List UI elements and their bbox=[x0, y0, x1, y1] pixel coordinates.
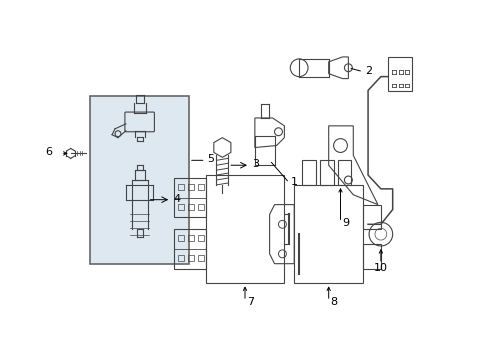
Bar bbox=[198, 204, 204, 210]
Bar bbox=[206, 175, 284, 283]
Bar bbox=[174, 178, 206, 217]
Bar bbox=[388, 57, 413, 91]
Text: 5: 5 bbox=[208, 154, 215, 164]
Bar bbox=[174, 229, 206, 269]
Bar bbox=[188, 184, 194, 190]
Bar bbox=[91, 96, 189, 264]
Bar bbox=[178, 255, 184, 261]
Bar bbox=[363, 204, 381, 229]
Text: 2: 2 bbox=[365, 66, 372, 76]
Bar bbox=[178, 204, 184, 210]
Text: 3: 3 bbox=[252, 159, 259, 169]
Text: 10: 10 bbox=[374, 262, 388, 273]
Bar bbox=[188, 255, 194, 261]
Text: 4: 4 bbox=[173, 194, 180, 204]
Bar bbox=[294, 185, 363, 283]
Bar bbox=[188, 204, 194, 210]
Bar bbox=[178, 235, 184, 241]
Bar bbox=[188, 235, 194, 241]
Bar bbox=[363, 244, 381, 269]
Bar bbox=[198, 235, 204, 241]
Bar bbox=[198, 184, 204, 190]
Text: 6: 6 bbox=[45, 147, 52, 157]
Text: 9: 9 bbox=[343, 218, 349, 228]
Bar bbox=[178, 184, 184, 190]
Text: 1: 1 bbox=[291, 177, 298, 187]
Bar bbox=[198, 255, 204, 261]
Text: 7: 7 bbox=[247, 297, 254, 307]
Text: 8: 8 bbox=[331, 297, 338, 307]
